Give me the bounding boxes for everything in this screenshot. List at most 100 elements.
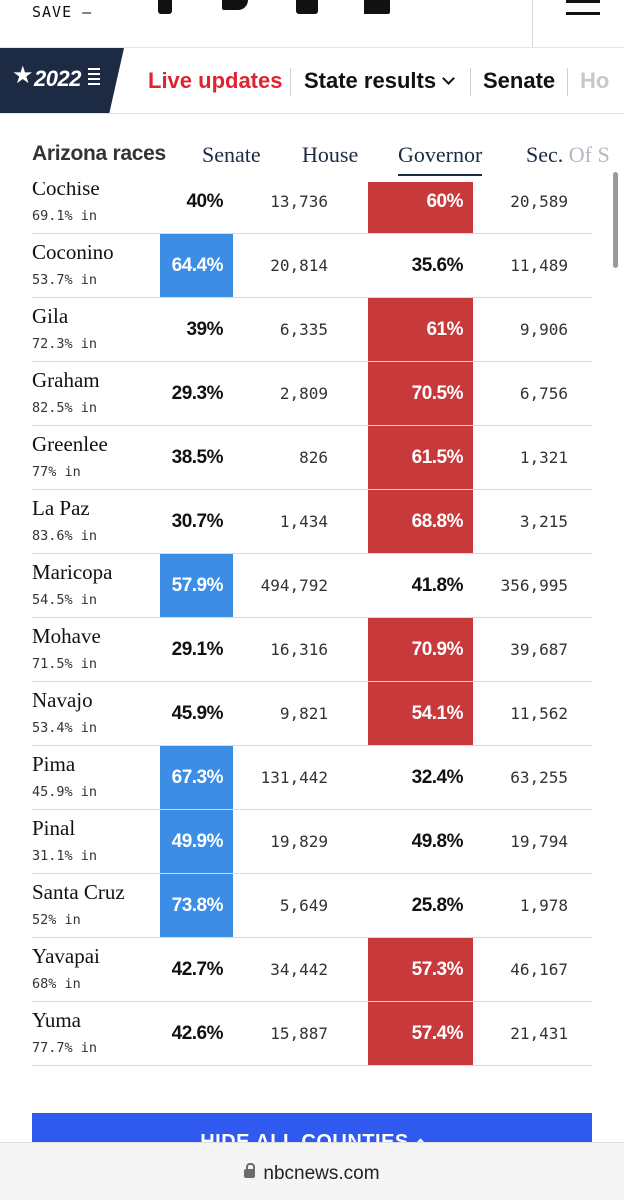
dem-percent-cell: 39%	[160, 298, 233, 361]
dem-percent-cell: 29.3%	[160, 362, 233, 425]
tab-secretary-of-state[interactable]: Sec. Of S	[526, 142, 610, 168]
rep-votes: 63,255	[510, 768, 568, 787]
reporting-percent: 31.1% in	[32, 848, 98, 864]
rep-votes-cell: 20,589	[480, 182, 568, 233]
rep-votes-cell: 21,431	[480, 1002, 568, 1065]
tab-sec-label: Sec.	[526, 142, 569, 167]
comment-icon[interactable]	[364, 0, 390, 14]
county-name: Yavapai	[32, 944, 100, 968]
reporting-percent: 53.4% in	[32, 720, 98, 736]
rep-percent: 57.3%	[411, 958, 464, 980]
dem-votes-cell: 9,821	[242, 682, 328, 745]
tab-house[interactable]: House	[302, 142, 359, 167]
dem-votes: 9,821	[279, 704, 328, 723]
reporting-percent: 71.5% in	[32, 656, 98, 672]
rep-votes-cell: 63,255	[480, 746, 568, 809]
rep-votes: 3,215	[519, 512, 568, 531]
dem-votes: 826	[299, 448, 328, 467]
email-icon[interactable]	[296, 0, 318, 14]
rep-votes: 11,562	[510, 704, 568, 723]
rep-votes-cell: 46,167	[480, 938, 568, 1001]
dem-percent-cell: 42.6%	[160, 1002, 233, 1065]
dem-percent: 45.9%	[171, 702, 224, 724]
races-heading: Arizona races	[32, 142, 166, 165]
dem-votes-cell: 34,442	[242, 938, 328, 1001]
table-row: Mohave 71.5% in 29.1% 16,316 70.9% 39,687	[32, 618, 592, 682]
tab-governor[interactable]: Governor	[398, 142, 483, 176]
rep-votes: 1,321	[519, 448, 568, 467]
rep-votes-cell: 1,978	[480, 874, 568, 937]
dem-votes: 15,887	[270, 1024, 328, 1043]
table-row: Greenlee 77% in 38.5% 826 61.5% 1,321	[32, 426, 592, 490]
url-display: nbcnews.com	[0, 1163, 624, 1185]
dem-votes: 13,736	[270, 192, 328, 211]
rep-votes: 20,589	[510, 192, 568, 211]
star-icon: ★	[12, 62, 34, 89]
dem-votes-cell: 494,792	[242, 554, 328, 617]
scrollbar[interactable]	[613, 172, 618, 268]
nav-state-results[interactable]: State results	[304, 68, 455, 94]
dem-percent: 30.7%	[171, 510, 224, 532]
reporting-percent: 77% in	[32, 464, 81, 480]
dem-percent: 39%	[186, 318, 223, 340]
rep-votes-cell: 11,489	[480, 234, 568, 297]
dem-percent-cell: 42.7%	[160, 938, 233, 1001]
dem-votes-cell: 20,814	[242, 234, 328, 297]
table-row: Yavapai 68% in 42.7% 34,442 57.3% 46,167	[32, 938, 592, 1002]
dem-percent-cell: 38.5%	[160, 426, 233, 489]
county-name: Pima	[32, 752, 76, 776]
menu-icon[interactable]	[566, 0, 600, 18]
county-name: La Paz	[32, 496, 90, 520]
table-row: Gila 72.3% in 39% 6,335 61% 9,906	[32, 298, 592, 362]
rep-percent-cell: 54.1%	[368, 682, 473, 745]
dem-votes: 2,809	[279, 384, 328, 403]
election-2022-logo[interactable]: ★ 2022	[0, 48, 124, 113]
table-row: La Paz 83.6% in 30.7% 1,434 68.8% 3,215	[32, 490, 592, 554]
tab-senate[interactable]: Senate	[202, 142, 261, 167]
dem-percent: 42.6%	[171, 1022, 224, 1044]
county-name: Cochise	[32, 182, 100, 200]
nav-senate[interactable]: Senate	[483, 68, 556, 93]
rep-percent-cell: 61.5%	[368, 426, 473, 489]
county-name: Greenlee	[32, 432, 108, 456]
save-button[interactable]: SAVE —	[32, 3, 93, 21]
browser-url-bar[interactable]: nbcnews.com	[0, 1142, 624, 1200]
county-name: Gila	[32, 304, 69, 328]
dem-votes-cell: 131,442	[242, 746, 328, 809]
rep-percent-cell: 70.5%	[368, 362, 473, 425]
lock-icon	[244, 1163, 256, 1178]
nav-house-partial[interactable]: Ho	[580, 68, 610, 93]
rep-percent: 54.1%	[411, 702, 464, 724]
dem-votes-cell: 5,649	[242, 874, 328, 937]
reporting-percent: 83.6% in	[32, 528, 98, 544]
dem-percent: 67.3%	[171, 766, 224, 788]
rep-percent-cell: 60%	[368, 182, 473, 233]
rep-percent-cell: 35.6%	[368, 234, 473, 297]
dem-votes-cell: 19,829	[242, 810, 328, 873]
rep-votes: 21,431	[510, 1024, 568, 1043]
dem-percent: 42.7%	[171, 958, 224, 980]
county-name: Pinal	[32, 816, 76, 840]
nav-live-updates[interactable]: Live updates	[148, 68, 283, 93]
twitter-icon[interactable]	[222, 0, 248, 10]
rep-votes: 1,978	[519, 896, 568, 915]
dem-votes-cell: 2,809	[242, 362, 328, 425]
rep-percent: 41.8%	[411, 574, 464, 596]
table-row: Yuma 77.7% in 42.6% 15,887 57.4% 21,431	[32, 1002, 592, 1066]
rep-percent: 70.5%	[411, 382, 464, 404]
rep-percent-cell: 49.8%	[368, 810, 473, 873]
dem-votes: 6,335	[279, 320, 328, 339]
county-name: Yuma	[32, 1008, 81, 1032]
table-row: Pinal 31.1% in 49.9% 19,829 49.8% 19,794	[32, 810, 592, 874]
dem-percent-cell: 29.1%	[160, 618, 233, 681]
rep-votes-cell: 39,687	[480, 618, 568, 681]
reporting-percent: 82.5% in	[32, 400, 98, 416]
rep-percent: 25.8%	[411, 894, 464, 916]
dem-votes-cell: 1,434	[242, 490, 328, 553]
facebook-icon[interactable]	[158, 0, 172, 14]
rep-votes: 46,167	[510, 960, 568, 979]
nav-divider	[567, 68, 568, 96]
dem-percent: 38.5%	[171, 446, 224, 468]
dem-votes-cell: 16,316	[242, 618, 328, 681]
reporting-percent: 54.5% in	[32, 592, 98, 608]
